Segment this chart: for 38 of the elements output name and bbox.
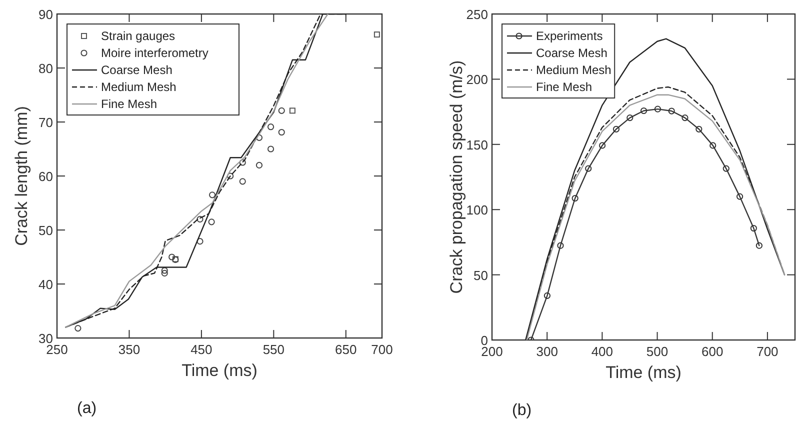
y-tick-label: 40 — [38, 277, 53, 292]
y-tick-label: 200 — [466, 72, 488, 88]
x-tick-label: 350 — [118, 342, 140, 357]
y-tick-label: 80 — [38, 61, 53, 76]
x-tick-label: 300 — [536, 344, 558, 359]
y-tick-label: 50 — [474, 268, 488, 283]
y-tick-label: 70 — [38, 115, 53, 130]
legend-label: Coarse Mesh — [101, 63, 172, 77]
legend-label: Fine Mesh — [101, 97, 158, 111]
legend-label: Fine Mesh — [536, 80, 592, 94]
legend-label: Experiments — [536, 29, 603, 43]
legend-label: Moire interferometry — [101, 46, 208, 60]
x-tick-label: 550 — [262, 342, 285, 357]
text: (b) — [512, 402, 532, 419]
x-tick-label: 700 — [756, 344, 778, 359]
y-axis-title: Crack length (mm) — [12, 106, 31, 246]
y-tick-label: 250 — [466, 7, 488, 22]
y-tick-label: 90 — [38, 7, 53, 22]
x-tick-label: 650 — [335, 342, 357, 357]
y-tick-label: 150 — [466, 137, 488, 152]
legend-label: Medium Mesh — [101, 80, 176, 94]
y-axis-title: Crack propagation speed (m/s) — [447, 60, 466, 294]
x-axis-title: Time (ms) — [182, 361, 258, 380]
y-tick-label: 50 — [38, 223, 53, 238]
legend-label: Coarse Mesh — [536, 46, 608, 60]
y-tick-label: 0 — [480, 333, 488, 348]
x-tick-label: 450 — [190, 342, 212, 357]
text: (a) — [77, 400, 97, 417]
x-tick-label: 600 — [702, 344, 724, 359]
legend-label: Medium Mesh — [536, 63, 612, 77]
y-tick-label: 30 — [38, 331, 53, 346]
x-tick-label: 700 — [371, 342, 393, 357]
x-tick-label: 500 — [646, 344, 668, 359]
y-tick-label: 100 — [466, 202, 488, 218]
legend-label: Strain gauges — [101, 29, 176, 43]
x-axis-title: Time (ms) — [606, 363, 682, 382]
y-tick-label: 60 — [38, 169, 53, 184]
x-tick-label: 400 — [591, 344, 614, 359]
